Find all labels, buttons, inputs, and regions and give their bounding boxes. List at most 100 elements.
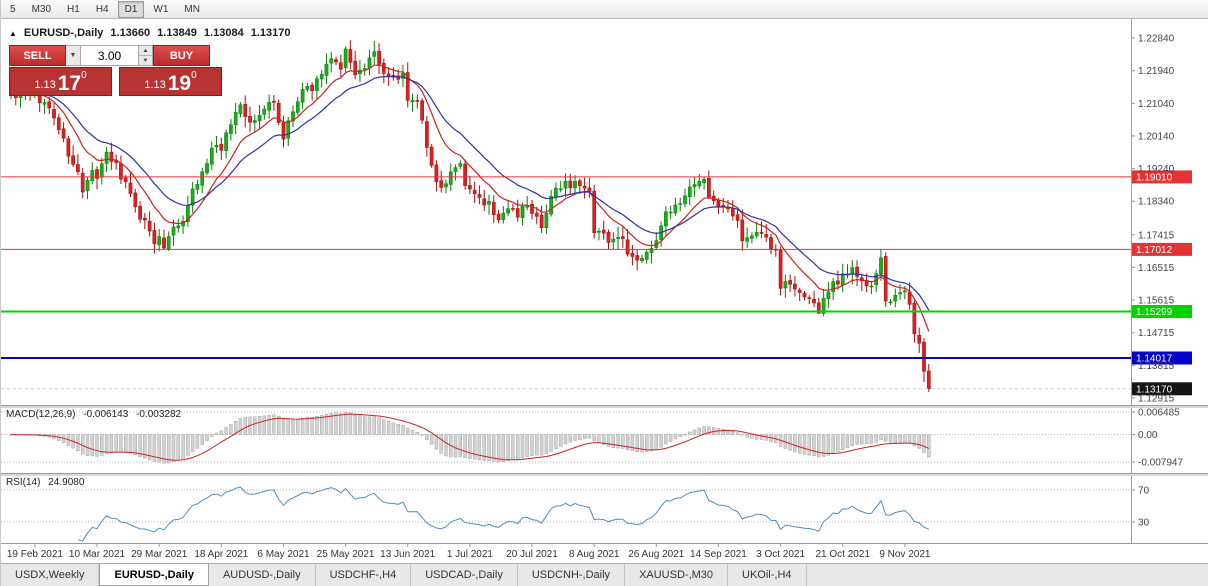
symbol-tab-eurusd-[interactable]: EURUSD-,Daily <box>99 564 209 586</box>
macd-histogram-bar <box>104 434 109 454</box>
buy-price-display[interactable]: 1.13 19 0 <box>119 67 222 96</box>
macd-histogram-bar <box>740 434 744 436</box>
timeframe-button-mn[interactable]: MN <box>184 3 200 15</box>
candle-body <box>233 112 238 126</box>
macd-histogram-bar <box>353 414 357 435</box>
hline-price-label <box>1132 305 1192 318</box>
symbol-tab-usdcnh-[interactable]: USDCNH-,Daily <box>518 564 626 586</box>
candle-body <box>692 184 697 188</box>
candle-body <box>716 200 721 207</box>
macd-histogram-bar <box>176 434 181 461</box>
one-click-collapse-arrow[interactable]: ▲ <box>9 28 17 38</box>
candle-body <box>310 84 314 91</box>
candle-body <box>797 289 802 293</box>
volume-dropdown-button[interactable]: ▼ <box>66 45 81 66</box>
macd-histogram-bar <box>128 434 133 454</box>
timeframe-button-5[interactable]: 5 <box>10 3 16 15</box>
candle-body <box>879 257 883 275</box>
macd-histogram-bar <box>826 434 831 456</box>
pane-splitter[interactable] <box>1 473 1208 476</box>
price-axis[interactable]: 1.22840 1.21940 1.21040 1.20140 1.19240 1.183… <box>1131 18 1175 543</box>
macd-histogram-bar <box>343 412 348 435</box>
volume-up-button[interactable]: ▲ <box>139 46 152 56</box>
candle-body <box>272 100 276 103</box>
candle-body <box>252 120 257 123</box>
candle-body <box>71 155 75 165</box>
timeframe-button-d1[interactable]: D1 <box>117 0 145 18</box>
hline-price-text: 1.17012 <box>1136 245 1173 256</box>
sell-button[interactable]: SELL <box>9 45 66 66</box>
price-tick-label: 1.14715 <box>1138 328 1175 339</box>
date-label: 29 Mar 2021 <box>131 549 188 560</box>
candle-body <box>683 195 687 205</box>
candle-body <box>315 78 319 91</box>
candle-body <box>458 163 463 167</box>
macd-histogram-bar <box>114 434 118 452</box>
hline-price-text: 1.14017 <box>1136 354 1173 365</box>
macd-histogram-bar <box>171 434 176 462</box>
candle-body <box>630 252 635 257</box>
macd-histogram-bar <box>511 434 515 461</box>
candle-body <box>415 100 420 102</box>
candle-body <box>893 294 898 302</box>
symbol-tab-xauusd-[interactable]: XAUUSD-,M30 <box>625 564 729 586</box>
symbol-tab-ukoil-[interactable]: UKOil-,H4 <box>728 564 807 586</box>
sell-price-display[interactable]: 1.13 17 0 <box>9 67 112 96</box>
macd-histogram-bar <box>807 434 811 456</box>
candle-body <box>281 122 286 140</box>
chart-canvas[interactable]: 1.190101.170121.152991.140171.131701.228… <box>1 18 1208 564</box>
price-tick-label: 1.15615 <box>1138 296 1175 307</box>
macd-value-main: -0.006143 <box>83 409 129 420</box>
time-axis[interactable]: 19 Feb 2021 10 Mar 2021 29 Mar 2021 18 Apr … <box>1 543 1208 560</box>
price-tick-label: 1.19240 <box>1138 164 1175 175</box>
rsi-value: 24.9080 <box>48 477 85 488</box>
macd-histogram-bar <box>501 434 505 462</box>
timeframe-button-h4[interactable]: H4 <box>95 3 109 15</box>
candle-body <box>883 256 888 302</box>
timeframe-button-w1[interactable]: W1 <box>153 3 169 15</box>
macd-histogram-bar <box>888 434 893 443</box>
candle-body <box>635 255 640 261</box>
macd-histogram-bar <box>85 434 90 456</box>
candle-body <box>329 58 334 64</box>
macd-histogram-bar <box>578 434 582 440</box>
buy-button[interactable]: BUY <box>153 45 210 66</box>
macd-histogram-bar <box>267 415 271 435</box>
macd-histogram-bar <box>625 434 630 451</box>
macd-histogram-bar <box>358 415 362 435</box>
volume-input[interactable] <box>81 45 139 66</box>
candle-body <box>286 120 291 139</box>
macd-histogram-bar <box>219 430 224 435</box>
timeframe-button-m30[interactable]: M30 <box>31 3 52 15</box>
macd-tick-label: -0.007947 <box>1138 458 1183 469</box>
volume-down-button[interactable]: ▼ <box>139 56 152 65</box>
macd-histogram-bar <box>673 434 678 440</box>
candle-body <box>162 237 166 249</box>
candle-body <box>80 172 85 193</box>
timeframe-button-h1[interactable]: H1 <box>67 3 80 15</box>
candle-body <box>219 143 224 151</box>
candle-body <box>840 273 845 286</box>
date-label: 19 Feb 2021 <box>7 549 64 560</box>
pane-splitter[interactable] <box>1 405 1208 408</box>
chevron-down-icon: ▼ <box>142 57 149 64</box>
macd-histogram-bar <box>195 434 200 449</box>
macd-histogram-bar <box>324 414 329 435</box>
candle-body <box>592 191 597 233</box>
symbol-tab-usdchf-[interactable]: USDCHF-,H4 <box>316 564 412 586</box>
buy-price-sup: 0 <box>191 70 197 81</box>
candle-body <box>66 138 71 157</box>
symbol-tab-audusd-[interactable]: AUDUSD-,Daily <box>209 564 316 586</box>
candle-body <box>262 108 267 115</box>
macd-histogram-bar <box>821 434 826 457</box>
symbol-tab-usdcad-[interactable]: USDCAD-,Daily <box>411 564 518 586</box>
date-label: 21 Oct 2021 <box>815 549 870 560</box>
horizontal-lines: 1.19010 1.17012 1.15299 1.14017 1.13170 <box>1 170 1192 396</box>
macd-histogram-bar <box>382 419 386 435</box>
macd-histogram-bar <box>516 434 520 460</box>
macd-histogram-bar <box>200 434 204 445</box>
macd-histogram-bar <box>549 434 553 452</box>
symbol-tab-usdx[interactable]: USDX,Weekly <box>1 564 100 586</box>
candle-body <box>439 180 444 188</box>
